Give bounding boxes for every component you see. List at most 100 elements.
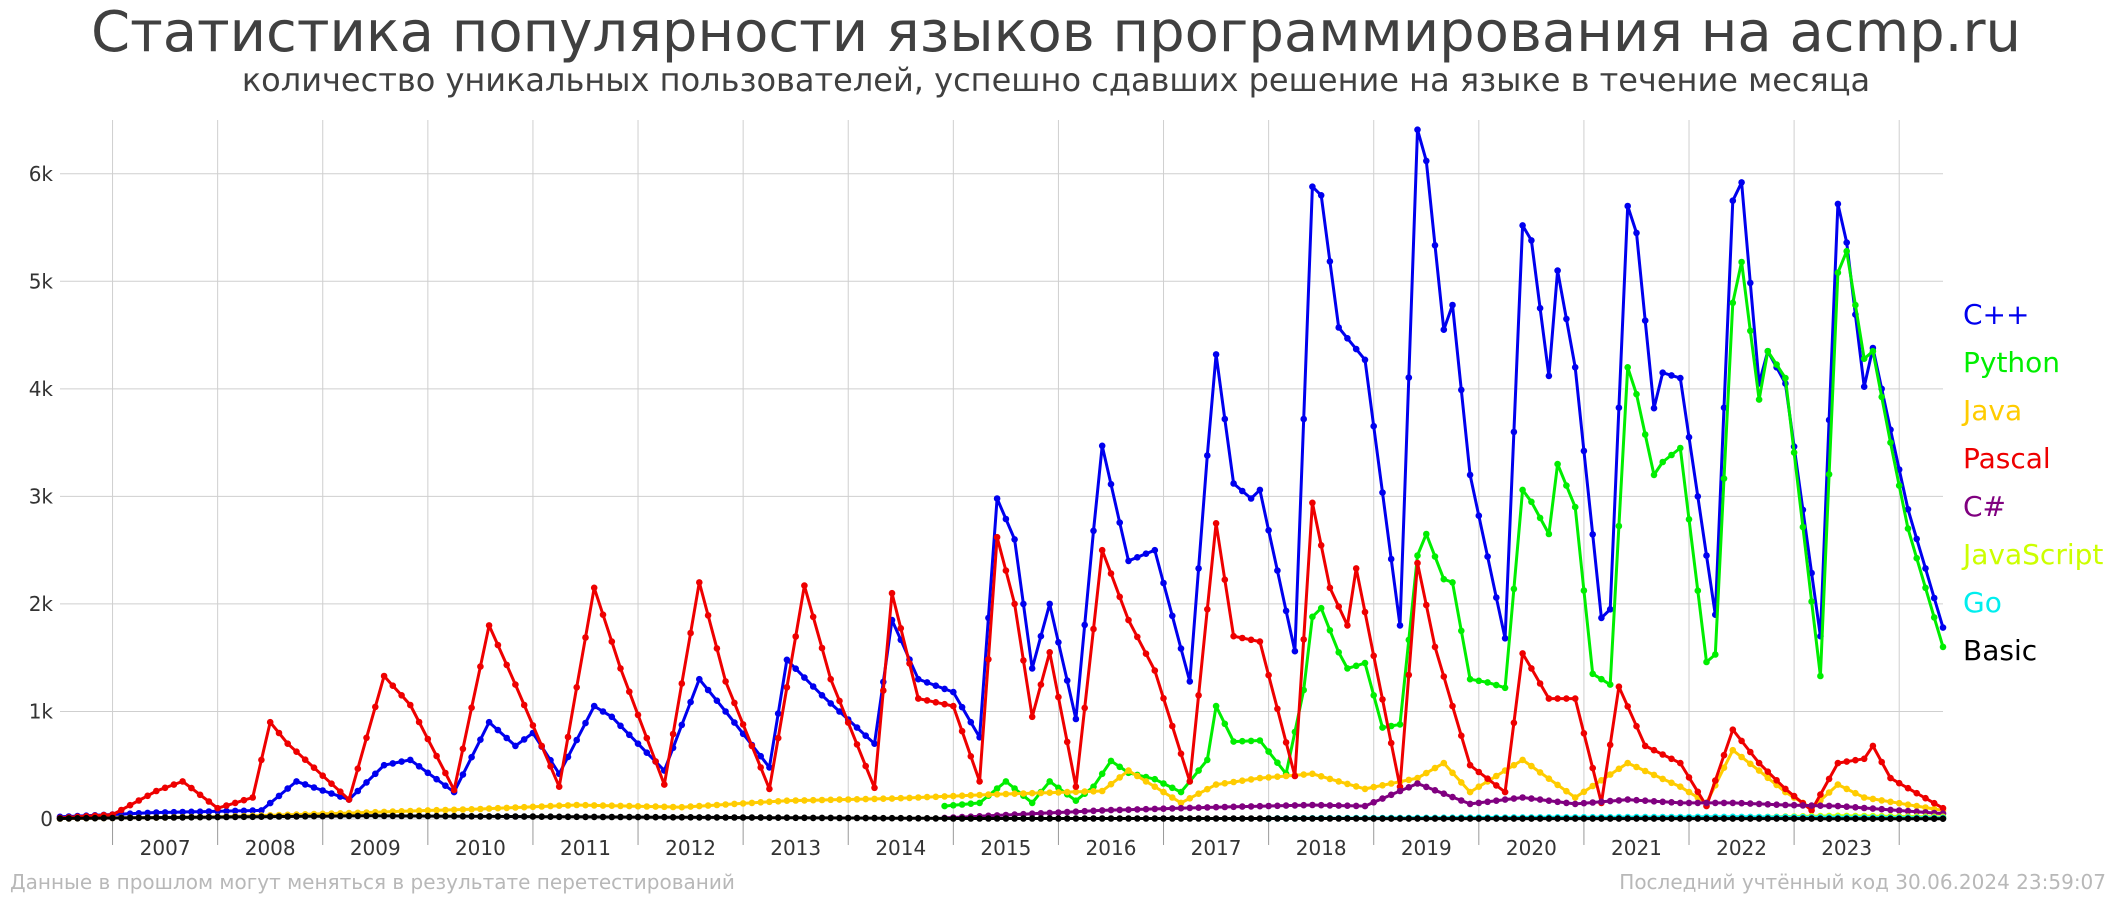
data-point xyxy=(1055,639,1062,646)
data-point xyxy=(1431,643,1439,651)
data-point xyxy=(1580,799,1588,807)
data-point xyxy=(1580,730,1588,737)
data-point xyxy=(1712,651,1719,658)
data-point xyxy=(1790,801,1798,809)
data-point xyxy=(258,813,265,820)
data-point xyxy=(1922,584,1929,592)
data-point xyxy=(1125,767,1132,774)
data-point xyxy=(836,814,843,822)
data-point xyxy=(599,813,607,821)
data-point xyxy=(1020,600,1027,608)
data-point xyxy=(713,801,721,809)
data-point xyxy=(1887,798,1894,806)
data-point xyxy=(459,745,467,753)
data-point xyxy=(1274,705,1281,713)
data-point xyxy=(923,793,931,801)
data-point xyxy=(783,684,791,691)
data-point xyxy=(880,687,887,694)
data-point xyxy=(687,814,694,821)
data-point xyxy=(1081,704,1088,712)
data-point xyxy=(1282,739,1290,746)
data-point xyxy=(608,638,616,645)
data-point xyxy=(1352,345,1360,353)
data-point xyxy=(1011,815,1018,822)
data-point xyxy=(617,722,624,730)
data-point xyxy=(1282,607,1290,615)
data-point xyxy=(1072,815,1080,822)
data-point xyxy=(1790,792,1798,800)
data-point xyxy=(1256,815,1264,822)
data-point xyxy=(1930,815,1938,822)
data-point xyxy=(1116,593,1123,601)
data-point xyxy=(223,807,230,815)
data-point xyxy=(1431,553,1439,560)
data-point xyxy=(520,803,528,811)
y-tick-label: 4k xyxy=(29,377,54,401)
data-point xyxy=(319,772,327,779)
data-point xyxy=(1239,815,1246,822)
data-point xyxy=(91,814,99,822)
x-tick-label: 2014 xyxy=(875,836,926,860)
data-point xyxy=(1396,622,1404,629)
data-point xyxy=(1309,801,1316,809)
data-point xyxy=(398,692,405,699)
data-point xyxy=(118,806,125,814)
data-point xyxy=(1493,782,1500,789)
data-point xyxy=(1633,763,1640,771)
data-point xyxy=(380,672,388,680)
data-point xyxy=(704,612,712,619)
data-point xyxy=(1370,815,1377,822)
data-point xyxy=(1125,616,1132,624)
data-point xyxy=(468,806,475,813)
data-point xyxy=(906,815,913,822)
data-point xyxy=(1641,767,1649,775)
data-point xyxy=(704,814,712,821)
data-point xyxy=(564,802,572,809)
y-tick-label: 5k xyxy=(29,269,54,293)
data-point xyxy=(1939,815,1947,822)
data-point xyxy=(1528,237,1535,244)
data-point xyxy=(284,813,292,820)
data-point xyxy=(485,718,493,726)
data-point xyxy=(135,814,143,822)
data-point xyxy=(985,815,992,822)
data-point xyxy=(1703,799,1710,807)
data-point xyxy=(1817,791,1824,798)
data-point xyxy=(1677,783,1684,790)
data-point xyxy=(485,813,493,820)
data-point xyxy=(1274,773,1281,780)
data-point xyxy=(74,815,81,822)
data-point xyxy=(1431,815,1439,822)
data-point xyxy=(722,814,729,821)
data-point xyxy=(1142,550,1150,557)
data-point xyxy=(1615,765,1623,773)
data-point xyxy=(1852,789,1859,797)
data-point xyxy=(766,798,773,806)
data-point xyxy=(1239,487,1246,495)
data-point xyxy=(1440,575,1448,583)
data-point xyxy=(1510,719,1518,727)
data-point xyxy=(1204,452,1211,459)
x-tick-label: 2020 xyxy=(1506,836,1557,860)
data-point xyxy=(1107,570,1115,577)
data-point xyxy=(1247,737,1255,745)
data-point xyxy=(669,730,677,738)
data-point xyxy=(512,681,519,688)
data-point xyxy=(1633,796,1640,804)
data-point xyxy=(1484,798,1491,806)
data-point xyxy=(1063,815,1071,822)
data-point xyxy=(774,814,782,821)
data-point xyxy=(906,660,913,667)
data-point xyxy=(626,802,633,810)
data-point xyxy=(993,785,1001,792)
data-point xyxy=(1300,815,1307,822)
data-point xyxy=(1930,614,1938,621)
data-point xyxy=(1493,797,1500,804)
data-point xyxy=(678,680,686,687)
data-point xyxy=(144,809,151,817)
data-point xyxy=(1300,801,1307,809)
data-point xyxy=(1685,815,1693,822)
data-point xyxy=(1939,804,1947,812)
data-point xyxy=(1571,800,1579,808)
data-point xyxy=(1869,815,1877,822)
